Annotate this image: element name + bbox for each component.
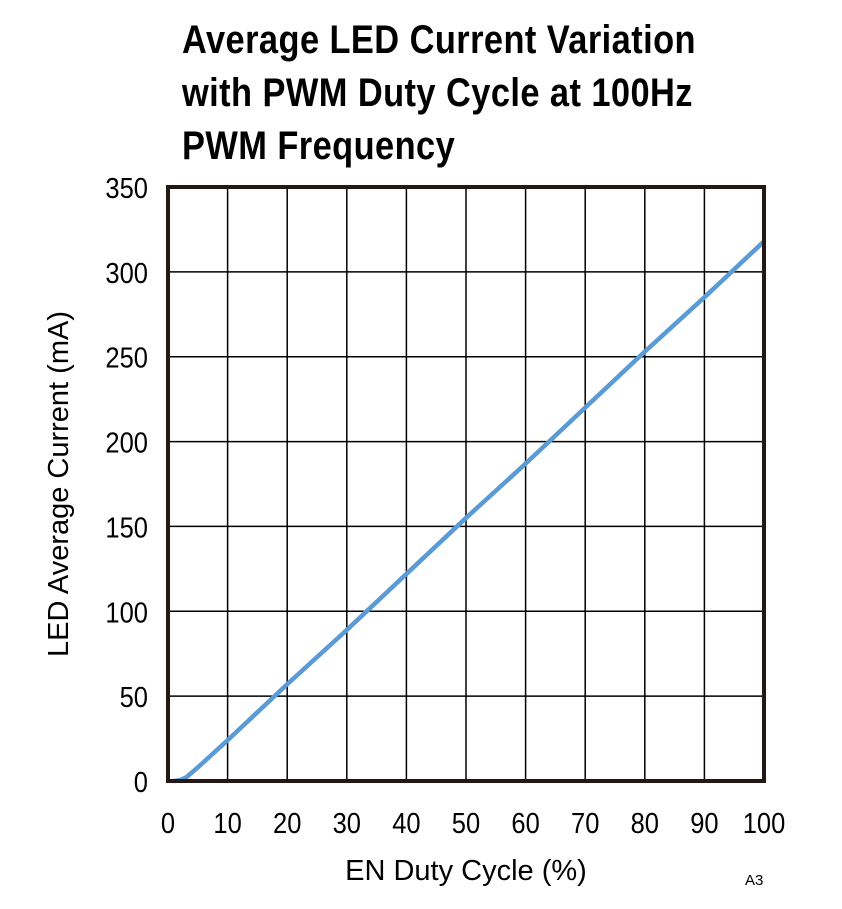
x-tick-label: 0 <box>161 806 175 839</box>
y-tick-label: 50 <box>120 681 148 714</box>
figure-code-annotation: A3 <box>745 872 763 889</box>
title-line-1: Average LED Current Variation <box>182 18 696 62</box>
grid-lines <box>168 187 764 781</box>
title-line-2: with PWM Duty Cycle at 100Hz <box>182 71 693 115</box>
y-tick-label: 0 <box>134 765 148 798</box>
y-tick-label: 300 <box>105 256 148 289</box>
series-group <box>171 239 767 784</box>
x-tick-label: 30 <box>333 806 361 839</box>
x-tick-label: 70 <box>571 806 599 839</box>
x-tick-label: 40 <box>392 806 420 839</box>
series-line <box>171 239 767 784</box>
x-axis-label: EN Duty Cycle (%) <box>345 855 587 887</box>
x-tick-label: 90 <box>690 806 718 839</box>
y-tick-label: 200 <box>105 426 148 459</box>
y-tick-labels: 0 50 100 150 200 250 300 350 <box>105 171 148 798</box>
plot-frame <box>166 185 766 783</box>
x-tick-labels: 0 10 20 30 40 50 60 70 80 90 100 <box>161 806 785 839</box>
x-tick-label: 60 <box>511 806 539 839</box>
y-tick-label: 100 <box>105 596 148 629</box>
y-tick-label: 150 <box>105 511 148 544</box>
title-line-3: PWM Frequency <box>182 124 456 168</box>
x-tick-label: 50 <box>452 806 480 839</box>
x-tick-label: 20 <box>273 806 301 839</box>
y-tick-label: 250 <box>105 341 148 374</box>
y-axis-label: LED Average Current (mA) <box>43 311 75 657</box>
chart-title: Average LED Current Variation with PWM D… <box>182 14 715 173</box>
x-tick-label: 10 <box>213 806 241 839</box>
y-tick-label: 350 <box>105 171 148 204</box>
x-tick-label: 80 <box>631 806 659 839</box>
x-tick-label: 100 <box>743 806 786 839</box>
